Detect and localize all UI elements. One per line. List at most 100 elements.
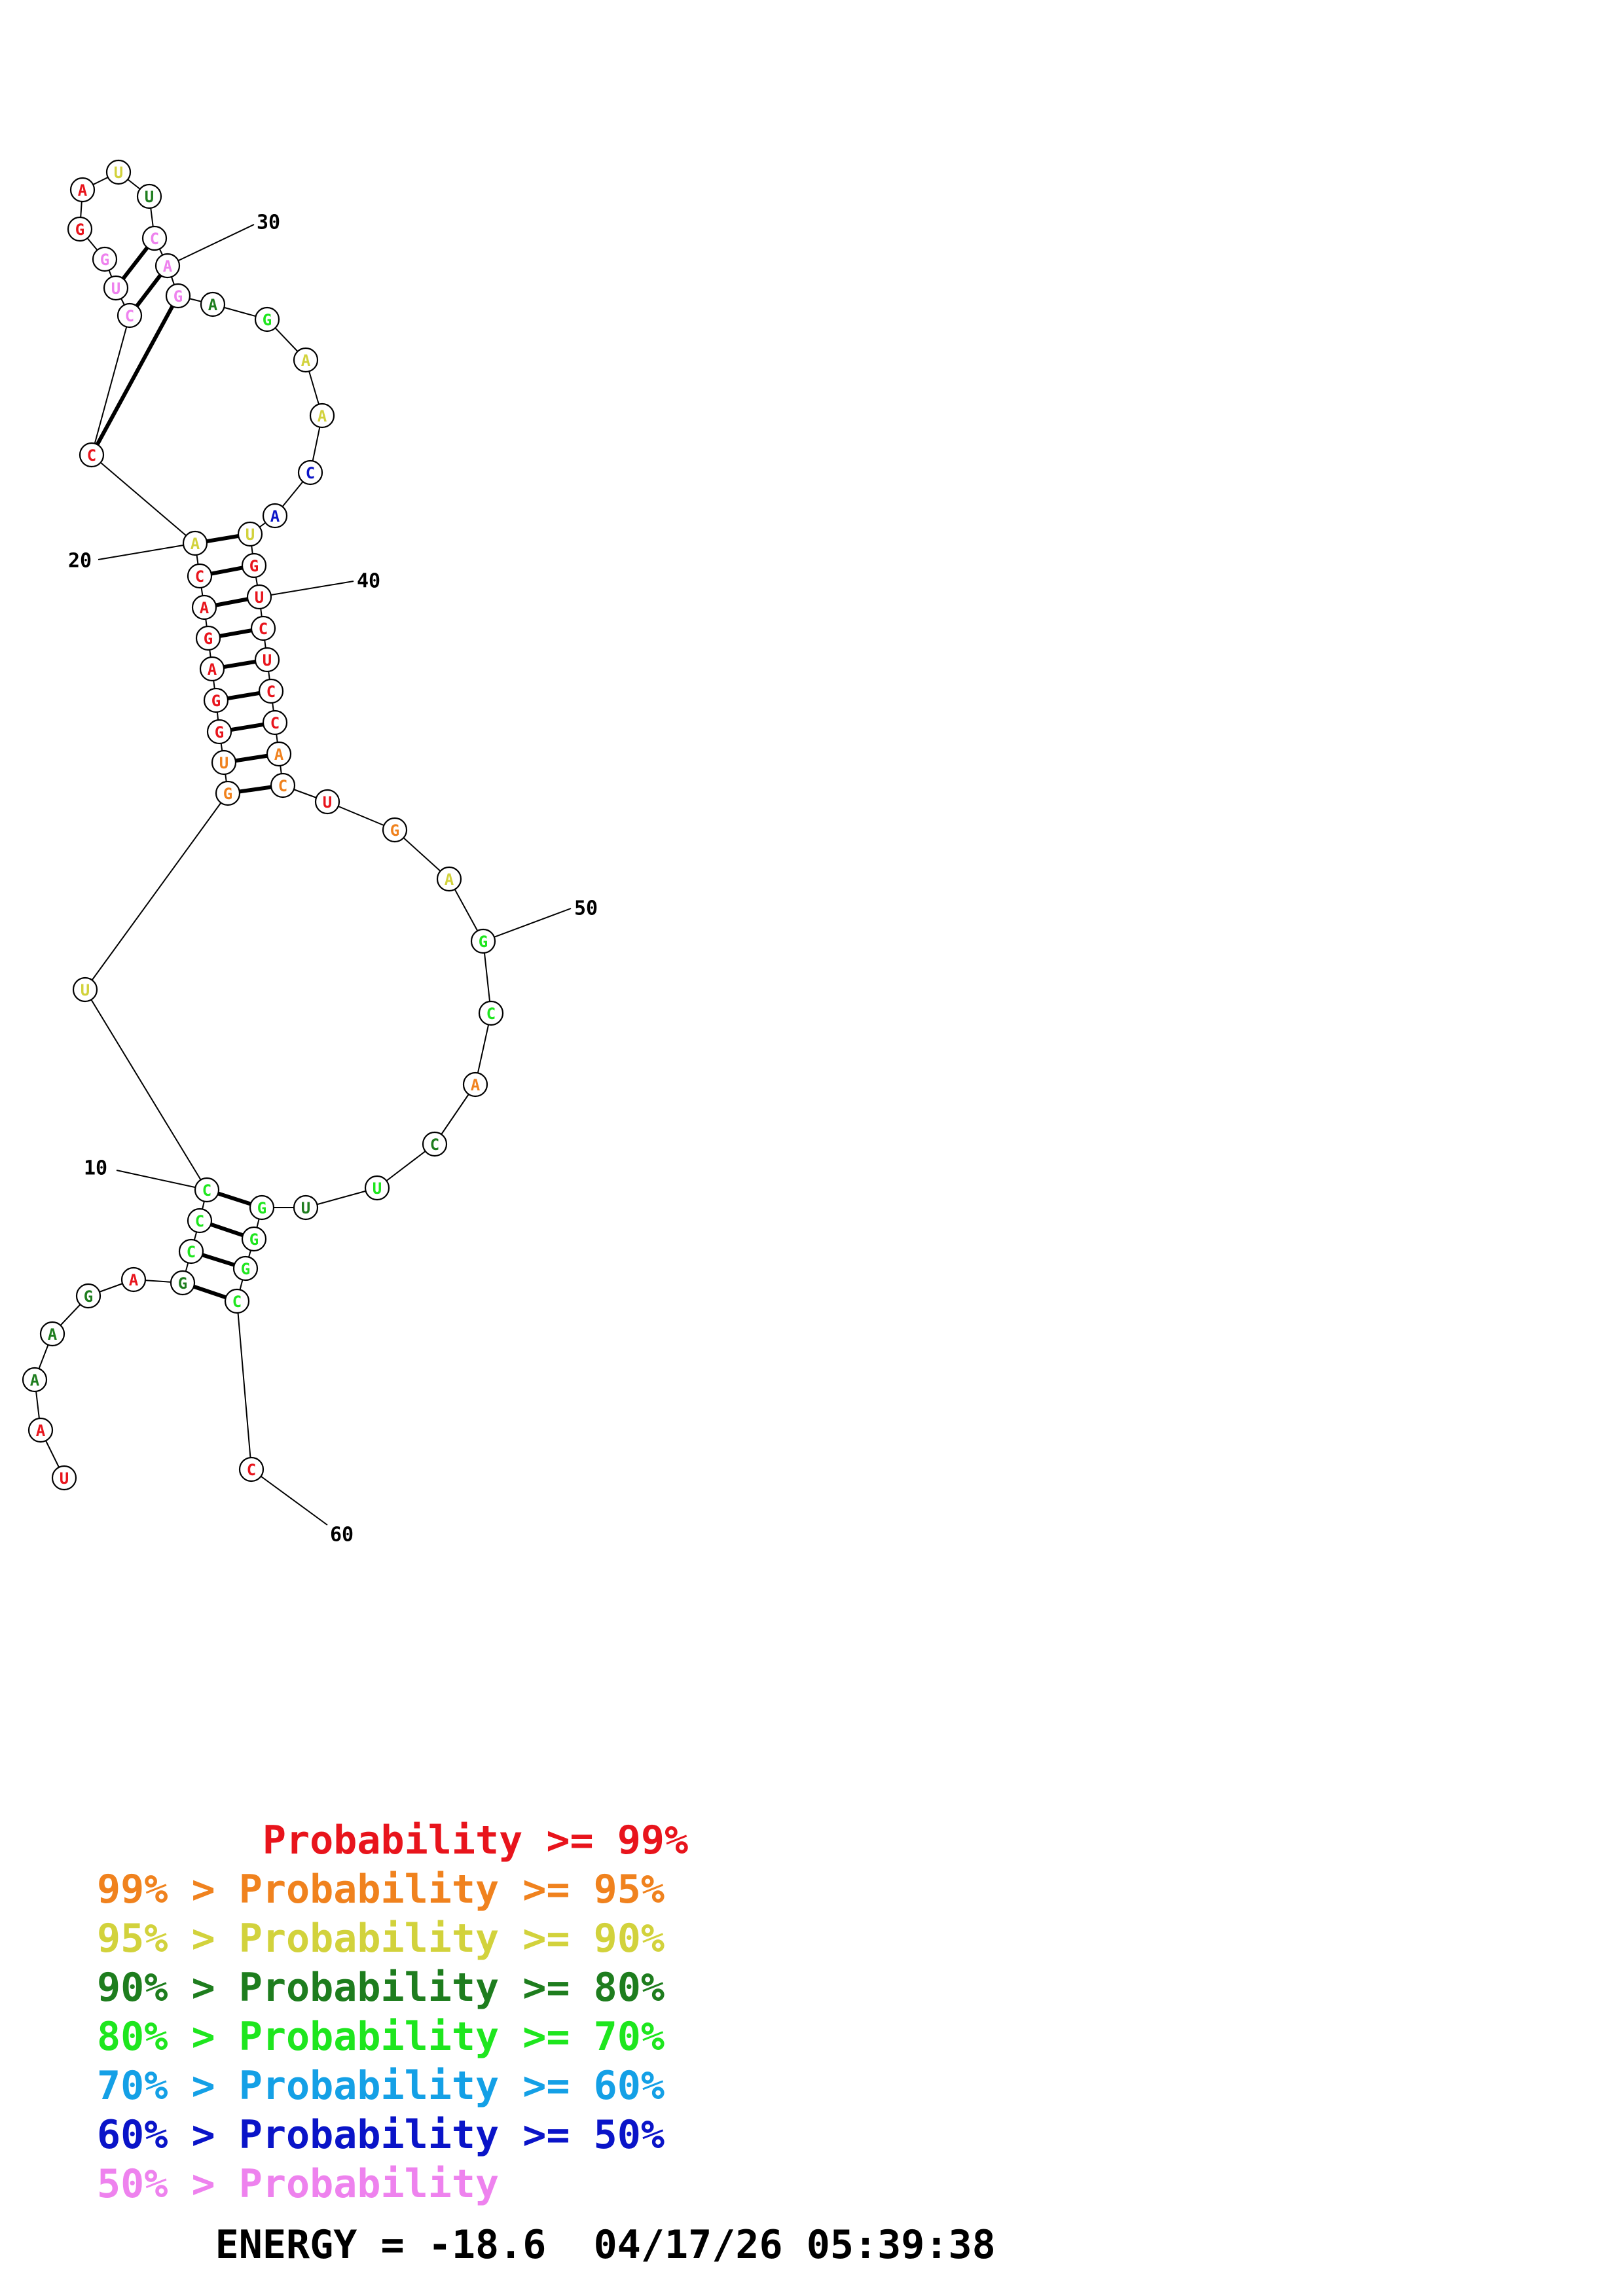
nucleotide-27: U xyxy=(105,159,132,185)
legend-text: Probability >= 80% xyxy=(239,1965,665,2011)
nucleotide-17: G xyxy=(195,625,221,651)
nucleotide-circle xyxy=(72,977,98,1003)
nucleotide-circle xyxy=(250,615,276,641)
nucleotide-base: G xyxy=(173,287,183,306)
nucleotide-48: G xyxy=(382,817,408,843)
nucleotide-57: G xyxy=(241,1226,267,1252)
nucleotide-circle xyxy=(79,442,105,468)
nucleotide-base: A xyxy=(208,296,218,314)
nucleotide-circle xyxy=(187,1208,213,1234)
nucleotide-base: C xyxy=(187,1243,196,1261)
nucleotide-base: G xyxy=(215,723,224,742)
nucleotide-base: A xyxy=(445,870,454,889)
nucleotide-base: U xyxy=(263,651,272,670)
nucleotide-circle xyxy=(249,1194,275,1221)
nucleotide-base: U xyxy=(114,164,123,182)
nucleotide-circle xyxy=(246,584,272,610)
nucleotide-circle xyxy=(39,1321,65,1347)
nucleotide-base: A xyxy=(274,745,284,764)
timestamp: 04/17/26 05:39:38 xyxy=(594,2222,996,2268)
nucleotide-base: C xyxy=(87,446,96,465)
nucleotide-circle xyxy=(270,772,296,798)
base-pair-bond xyxy=(193,1284,227,1300)
nucleotide-circle xyxy=(67,216,93,242)
legend-prefix xyxy=(97,1818,263,1863)
nucleotide-circle xyxy=(262,709,288,736)
nucleotide-base: C xyxy=(430,1136,439,1154)
nucleotide-7: G xyxy=(170,1270,196,1296)
nucleotide-base: U xyxy=(323,793,332,812)
nucleotide-23: U xyxy=(103,275,129,301)
nucleotide-base: C xyxy=(195,567,204,586)
nucleotide-base: A xyxy=(163,257,173,276)
base-pair-bond xyxy=(235,753,268,763)
nucleotide-circle xyxy=(237,521,263,547)
legend-text: Probability >= 50% xyxy=(239,2112,665,2158)
nucleotide-circle xyxy=(203,687,229,713)
nucleotide-6: A xyxy=(120,1266,147,1293)
nucleotide-1: U xyxy=(51,1465,77,1491)
nucleotide-15: G xyxy=(203,687,229,713)
probability-legend: Probability >= 99%99% > Probability >= 9… xyxy=(97,1818,688,2207)
nucleotide-circle xyxy=(478,1000,504,1026)
base-pair-bond xyxy=(210,1222,244,1238)
nucleotide-base: G xyxy=(204,630,213,648)
nucleotide-base: G xyxy=(263,311,272,329)
nucleotide-base: C xyxy=(266,683,276,701)
nucleotide-44: C xyxy=(262,709,288,736)
nucleotide-base: C xyxy=(202,1181,211,1200)
legend-row: 60% > Probability >= 50% xyxy=(97,2112,665,2158)
position-label-30: 30 xyxy=(257,211,280,234)
legend-prefix: 80% > xyxy=(97,2014,239,2060)
nucleotide-base: C xyxy=(150,230,159,248)
legend-prefix: 60% > xyxy=(97,2112,239,2158)
nucleotide-36: C xyxy=(297,459,323,486)
position-label-layer: 10 20 30 40 50 60 xyxy=(68,211,598,1547)
nucleotide-52: A xyxy=(462,1071,488,1098)
footer-energy-line: ENERGY = -18.6 04/17/26 05:39:38 xyxy=(97,2222,1067,2268)
nucleotide-base: A xyxy=(208,660,217,679)
nucleotide-base: G xyxy=(241,1260,250,1278)
nucleotide-circle xyxy=(141,225,168,251)
base-pair-bond xyxy=(223,659,256,670)
nucleotide-14: G xyxy=(206,719,232,745)
base-pair-bond xyxy=(230,722,264,732)
nucleotide-circle xyxy=(69,177,96,203)
backbone-layer xyxy=(34,171,492,1479)
nucleotide-circle xyxy=(232,1255,259,1282)
nucleotide-29: C xyxy=(141,225,168,251)
nucleotide-circle xyxy=(22,1367,48,1393)
position-tick xyxy=(116,1170,208,1191)
legend-text: Probability >= 99% xyxy=(263,1818,688,1863)
backbone-segment xyxy=(236,1300,252,1470)
nucleotide-50: G xyxy=(470,928,496,954)
nucleotide-base: C xyxy=(259,620,268,638)
nucleotide-34: A xyxy=(293,347,319,373)
backbone-segment xyxy=(84,793,228,990)
nucleotide-47: U xyxy=(314,789,340,815)
nucleotide-base: U xyxy=(246,526,255,544)
nucleotide-base: C xyxy=(278,777,287,795)
nucleotide-46: C xyxy=(270,772,296,798)
legend-text: Probability >= 95% xyxy=(239,1867,665,1912)
nucleotide-12: G xyxy=(215,780,241,806)
nucleotide-8: C xyxy=(178,1238,204,1265)
legend-row: 50% > Probability xyxy=(97,2161,499,2207)
nucleotide-circle xyxy=(165,283,191,309)
nucleotide-56: G xyxy=(249,1194,275,1221)
nucleotide-circle xyxy=(314,789,340,815)
nucleotide-2: A xyxy=(27,1417,54,1443)
position-tick xyxy=(251,1469,328,1526)
nucleotide-base: C xyxy=(125,307,134,325)
nucleotide-base: A xyxy=(191,535,200,553)
nucleotide-24: G xyxy=(92,246,118,272)
nucleotide-circle xyxy=(75,1283,101,1309)
nucleotide-base: U xyxy=(111,279,120,298)
nucleotide-circle xyxy=(241,552,267,579)
legend-text: Probability >= 60% xyxy=(239,2063,665,2109)
backbone-segment xyxy=(91,315,130,456)
nucleotide-3: A xyxy=(22,1367,48,1393)
nucleotide-41: C xyxy=(250,615,276,641)
